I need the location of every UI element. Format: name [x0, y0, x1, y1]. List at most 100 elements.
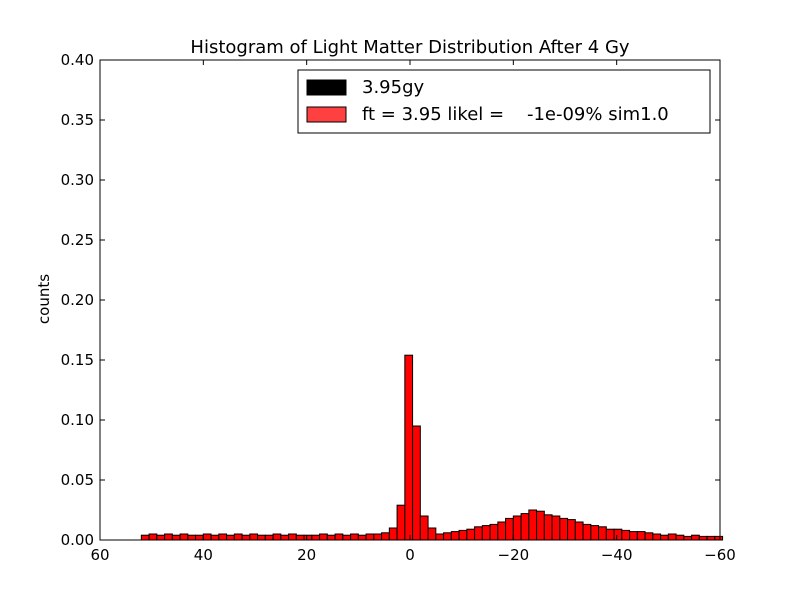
axis-ticks: 0.00 0.05 0.10 0.15 0.20 0.25 0.30 0.35 0.40 60 40…	[61, 51, 736, 564]
histogram-bar	[652, 533, 662, 541]
histogram-bar	[357, 534, 367, 541]
legend: 3.95gy ft = 3.95 likel = -1e-09% sim1.0	[297, 69, 711, 134]
y-tick-label: 0.40	[61, 51, 94, 69]
x-tick-label: 40	[194, 546, 213, 564]
legend-entry-label: ft = 3.95 likel = -1e-09% sim1.0	[362, 104, 669, 125]
histogram-bar	[636, 531, 646, 541]
histogram-bar	[520, 513, 530, 541]
y-tick-label: 0.05	[61, 471, 94, 489]
histogram-bar	[629, 531, 638, 541]
histogram-bar	[365, 533, 375, 541]
histogram-bar	[450, 531, 460, 541]
y-tick-label: 0.15	[61, 351, 94, 369]
histogram-bar	[311, 534, 321, 541]
histogram-bar	[334, 533, 344, 541]
histogram-bar	[466, 528, 476, 541]
y-tick-label: 0.30	[61, 171, 94, 189]
histogram-bar	[551, 515, 561, 541]
histogram-bar	[590, 525, 600, 541]
histogram-bar	[458, 529, 468, 541]
x-tick-label: 0	[405, 546, 415, 564]
histogram-bar	[350, 533, 359, 541]
histogram-bar	[187, 534, 197, 541]
histogram-bar	[489, 523, 499, 541]
histogram-bar	[319, 533, 328, 541]
histogram-bar	[667, 533, 677, 541]
histogram-bar	[613, 528, 623, 541]
histogram-bar	[543, 514, 553, 541]
histogram-bar	[373, 533, 383, 541]
legend-entry-label: 3.95gy	[362, 77, 425, 98]
histogram-bar	[691, 534, 700, 541]
histogram-bar	[404, 354, 414, 541]
histogram-bar	[419, 515, 429, 541]
histogram-bar	[226, 534, 235, 541]
histogram-bar	[264, 534, 274, 541]
histogram-bar	[396, 504, 406, 541]
histogram-bar	[218, 533, 228, 541]
histogram-bar	[326, 534, 336, 541]
histogram-bar	[497, 521, 507, 541]
histogram-bar	[210, 534, 220, 541]
histogram-bar	[512, 515, 522, 541]
histogram-bar	[257, 534, 266, 541]
histogram-bar	[605, 528, 615, 541]
histogram-bar	[598, 526, 607, 541]
histogram-bar	[675, 534, 685, 541]
x-tick-label: −60	[704, 546, 736, 564]
histogram-bar	[683, 535, 693, 541]
histogram-bar	[179, 533, 189, 541]
histogram-bar	[474, 526, 483, 541]
y-tick-label: 0.25	[61, 231, 94, 249]
histogram-bar	[660, 534, 669, 541]
histogram-bar	[280, 534, 290, 541]
histogram-bar	[481, 525, 491, 541]
histogram-bar	[303, 534, 313, 541]
chart-title: Histogram of Light Matter Distribution A…	[190, 37, 629, 58]
histogram-bar	[148, 533, 158, 541]
legend-box	[297, 69, 711, 134]
histogram-bar	[171, 534, 181, 541]
x-tick-label: −20	[498, 546, 530, 564]
histogram-bar	[295, 534, 305, 541]
y-axis-label: counts	[35, 274, 53, 324]
y-tick-label: 0.20	[61, 291, 94, 309]
histogram-bar	[427, 527, 437, 541]
histogram-bar	[342, 534, 352, 541]
histogram-bar	[249, 533, 259, 541]
histogram-bar	[435, 533, 445, 541]
histogram-bar	[536, 510, 545, 541]
histogram-bar	[443, 532, 452, 541]
histogram-bar	[156, 534, 166, 541]
histogram-bar	[706, 535, 716, 541]
histogram-bar	[567, 519, 576, 541]
histogram-bar	[698, 535, 708, 541]
histogram-bar	[505, 517, 514, 541]
histogram-bar	[288, 533, 297, 541]
histogram-bar	[140, 534, 150, 541]
histogram-bar	[644, 532, 654, 541]
x-tick-label: 60	[90, 546, 109, 564]
histogram-bar	[233, 533, 243, 541]
y-tick-label: 0.35	[61, 111, 94, 129]
histogram-bar	[412, 425, 421, 541]
y-tick-label: 0.10	[61, 411, 94, 429]
legend-swatch	[306, 106, 347, 123]
histogram-bar	[574, 521, 584, 541]
histogram-bar	[272, 533, 282, 541]
histogram-bar	[714, 535, 724, 541]
histogram-bar	[381, 532, 390, 541]
histogram-bar	[621, 529, 631, 541]
histogram-bar	[241, 534, 251, 541]
histogram-bar	[388, 527, 398, 541]
x-tick-label: 20	[297, 546, 316, 564]
histogram-bar	[528, 509, 538, 541]
plot-frame	[99, 59, 721, 541]
histogram-bar	[202, 533, 212, 541]
legend-swatch	[306, 79, 347, 96]
histogram-bar	[559, 517, 569, 541]
histogram-bar	[195, 534, 204, 541]
histogram-bar	[164, 533, 173, 541]
y-tick-label: 0.00	[61, 531, 94, 549]
